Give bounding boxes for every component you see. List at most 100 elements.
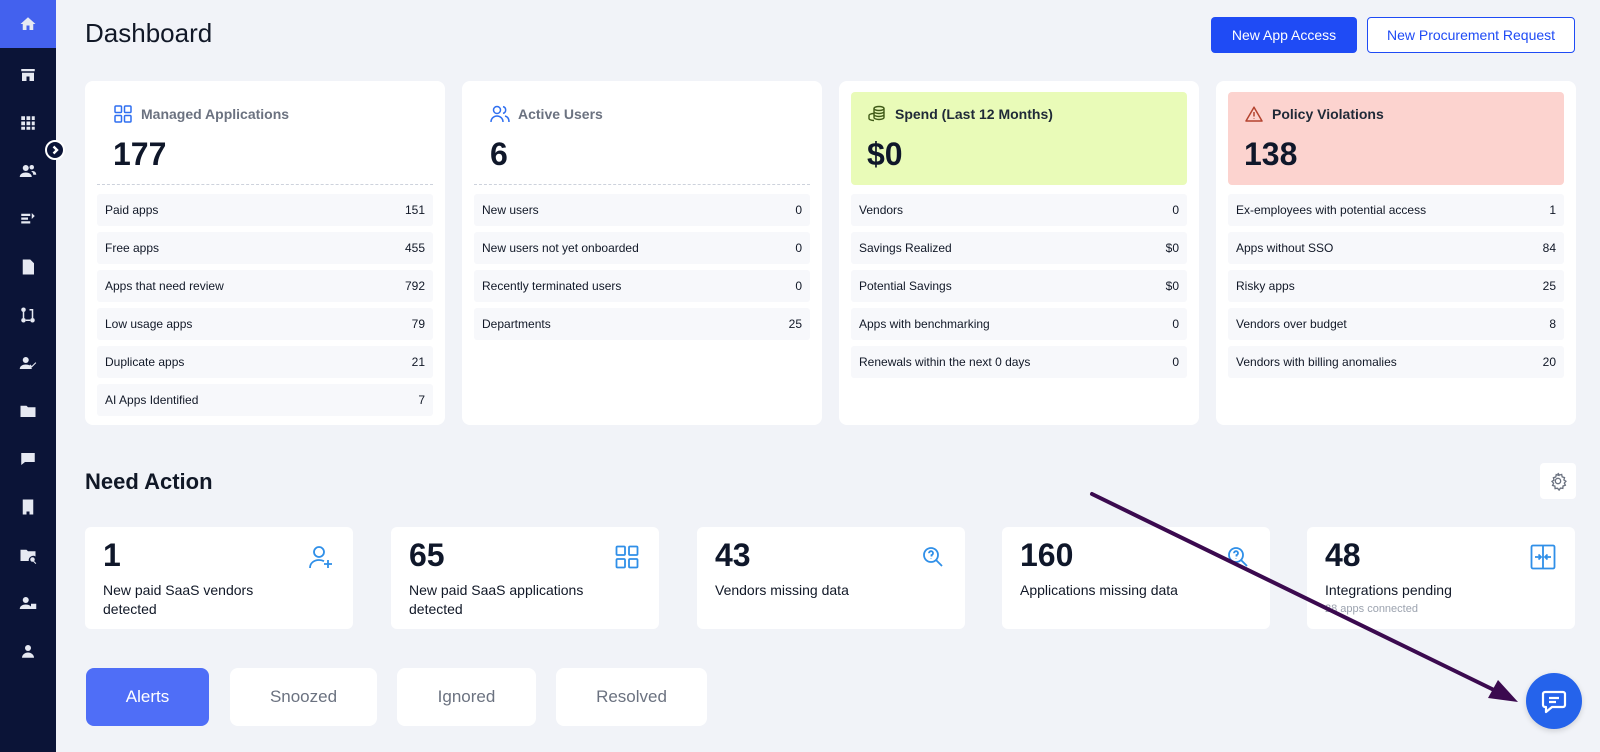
store-icon	[21, 69, 35, 81]
sidebar	[0, 0, 56, 752]
new-app-access-button[interactable]: New App Access	[1211, 17, 1357, 53]
metric-label: Vendors with billing anomalies	[1236, 355, 1397, 369]
metric-row[interactable]: Duplicate apps 21	[97, 346, 433, 378]
active-users-card[interactable]: Active Users 6 New users 0 New users not …	[462, 81, 822, 425]
search-question-icon	[1224, 543, 1252, 571]
metric-value: 0	[795, 241, 802, 255]
sidebar-item-user-admin[interactable]	[0, 579, 56, 627]
metric-row[interactable]: Apps that need review 792	[97, 270, 433, 302]
metric-label: Recently terminated users	[482, 279, 622, 293]
gear-icon	[1551, 472, 1567, 491]
new-procurement-request-button[interactable]: New Procurement Request	[1367, 17, 1575, 53]
action-count: 1	[103, 537, 121, 573]
chat-support-button[interactable]	[1526, 673, 1582, 729]
card-header: Policy Violations 138	[1228, 92, 1564, 185]
tab-snoozed[interactable]: Snoozed	[230, 668, 377, 726]
metric-list: Paid apps 151 Free apps 455 Apps that need…	[97, 194, 433, 422]
tab-ignored[interactable]: Ignored	[397, 668, 536, 726]
card-value: 138	[1244, 136, 1298, 172]
metric-label: Savings Realized	[859, 241, 952, 255]
managed-applications-card[interactable]: Managed Applications 177 Paid apps 151 Fr…	[85, 81, 445, 425]
need-action-title: Need Action	[85, 469, 213, 494]
sidebar-item-apps[interactable]	[0, 99, 56, 147]
card-title: Spend (Last 12 Months)	[867, 104, 1053, 124]
card-title: Active Users	[490, 104, 603, 124]
metric-label: Free apps	[105, 241, 160, 255]
user-plus-icon	[307, 543, 335, 571]
policy-violations-card[interactable]: Policy Violations 138 Ex-employees with …	[1216, 81, 1576, 425]
metric-row[interactable]: New users not yet onboarded 0	[474, 232, 810, 264]
metric-row[interactable]: Apps without SSO 84	[1228, 232, 1564, 264]
action-count: 43	[715, 537, 751, 573]
card-value: $0	[867, 136, 903, 172]
metric-label: Ex-employees with potential access	[1236, 203, 1427, 217]
sidebar-item-feedback[interactable]	[0, 435, 56, 483]
spend-card[interactable]: Spend (Last 12 Months) $0 Vendors 0 Savin…	[839, 81, 1199, 425]
card-header: Managed Applications 177	[97, 92, 433, 185]
action-card-vendors-missing-data[interactable]: 43 Vendors missing data	[697, 527, 965, 629]
metric-row[interactable]: Vendors with billing anomalies 20	[1228, 346, 1564, 378]
metric-row[interactable]: Savings Realized $0	[851, 232, 1187, 264]
action-card-new-applications[interactable]: 65 New paid SaaS applications detected	[391, 527, 659, 629]
metric-label: Vendors over budget	[1236, 317, 1347, 331]
metric-value: 79	[411, 317, 425, 331]
sidebar-item-folders[interactable]	[0, 387, 56, 435]
workflow-icon	[21, 307, 35, 323]
card-title-text: Spend (Last 12 Months)	[895, 106, 1053, 122]
user-badge-icon	[19, 597, 37, 609]
metric-value: 455	[404, 241, 425, 255]
metric-row[interactable]: Apps with benchmarking 0	[851, 308, 1187, 340]
metric-row[interactable]: New users 0	[474, 194, 810, 226]
need-action-settings-button[interactable]	[1540, 463, 1576, 499]
apps-grid-icon	[113, 104, 133, 124]
action-subtext: 28 apps connected	[1325, 603, 1418, 615]
action-label: Applications missing data	[1020, 582, 1178, 598]
metric-value: 0	[795, 279, 802, 293]
sidebar-item-documents[interactable]	[0, 243, 56, 291]
action-label: Integrations pending	[1325, 582, 1452, 598]
metric-value: 0	[1172, 355, 1179, 369]
sidebar-expand-button[interactable]	[45, 140, 65, 160]
metric-row[interactable]: Renewals within the next 0 days 0	[851, 346, 1187, 378]
action-card-applications-missing-data[interactable]: 160 Applications missing data	[1002, 527, 1270, 629]
sidebar-item-home[interactable]	[0, 0, 56, 48]
metric-row[interactable]: Potential Savings $0	[851, 270, 1187, 302]
user-icon	[22, 645, 34, 658]
sidebar-item-access[interactable]	[0, 339, 56, 387]
metric-label: Apps without SSO	[1236, 241, 1334, 255]
metric-row[interactable]: Vendors 0	[851, 194, 1187, 226]
metric-row[interactable]: Free apps 455	[97, 232, 433, 264]
apps-grid-icon	[21, 116, 35, 130]
sidebar-item-workflows[interactable]	[0, 291, 56, 339]
chevron-right-icon	[52, 145, 59, 155]
action-card-integrations-pending[interactable]: 48 Integrations pending 28 apps connecte…	[1307, 527, 1575, 629]
metric-row[interactable]: Departments 25	[474, 308, 810, 340]
metric-value: 792	[404, 279, 425, 293]
sidebar-item-users[interactable]	[0, 147, 56, 195]
metric-value: 21	[411, 355, 425, 369]
sidebar-item-profile[interactable]	[0, 627, 56, 675]
card-title-text: Policy Violations	[1272, 106, 1384, 122]
metric-label: Vendors	[859, 203, 904, 217]
action-card-new-vendors[interactable]: 1 New paid SaaS vendors detected	[85, 527, 353, 629]
action-count: 48	[1325, 537, 1361, 573]
metric-row[interactable]: Low usage apps 79	[97, 308, 433, 340]
users-icon	[490, 104, 510, 124]
action-label: New paid SaaS vendors detected	[103, 582, 254, 617]
metric-value: 8	[1549, 317, 1556, 331]
metric-row[interactable]: Ex-employees with potential access 1	[1228, 194, 1564, 226]
metric-row[interactable]: Paid apps 151	[97, 194, 433, 226]
sidebar-item-contracts[interactable]	[0, 195, 56, 243]
sidebar-item-vendors[interactable]	[0, 483, 56, 531]
metric-row[interactable]: Recently terminated users 0	[474, 270, 810, 302]
metric-row[interactable]: Risky apps 25	[1228, 270, 1564, 302]
metric-row[interactable]: Vendors over budget 8	[1228, 308, 1564, 340]
folder-search-icon	[20, 549, 37, 564]
card-header: Active Users 6	[474, 92, 810, 185]
tab-alerts[interactable]: Alerts	[86, 668, 209, 726]
sidebar-item-discovery[interactable]	[0, 531, 56, 579]
tab-resolved[interactable]: Resolved	[556, 668, 707, 726]
sidebar-item-store[interactable]	[0, 51, 56, 99]
metric-row[interactable]: AI Apps Identified 7	[97, 384, 433, 416]
card-title-text: Active Users	[518, 106, 603, 122]
